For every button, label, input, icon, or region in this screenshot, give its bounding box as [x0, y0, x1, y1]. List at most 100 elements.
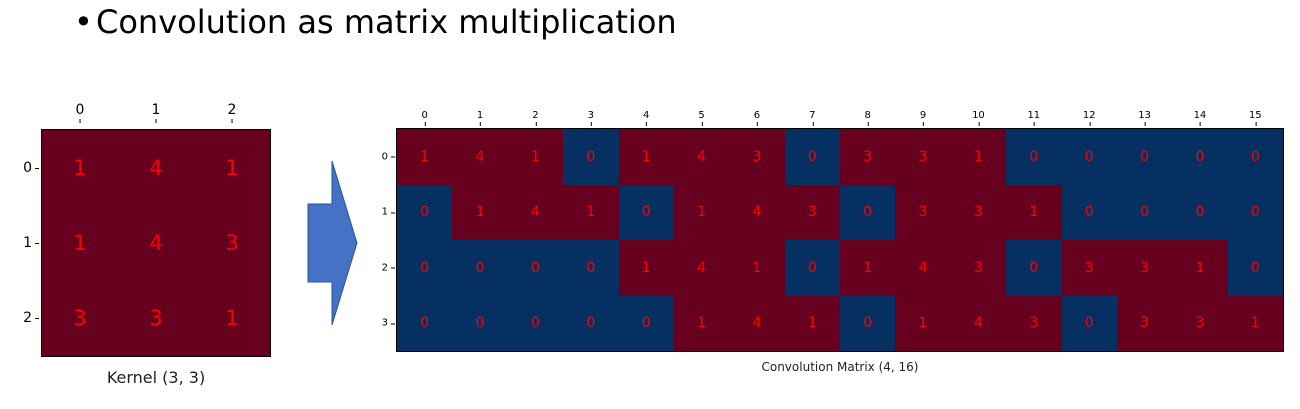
conv-column-label: 13	[1138, 110, 1151, 126]
kernel-column-label: 2	[227, 102, 237, 123]
conv-cell: 4	[950, 295, 1007, 351]
conv-cell: 1	[784, 295, 840, 351]
kernel-row-label: 1	[0, 235, 39, 251]
conv-cell: 4	[729, 184, 785, 240]
kernel-column-label: 1	[151, 102, 161, 123]
conv-cell: 0	[452, 240, 508, 296]
conv-cell: 0	[507, 240, 564, 296]
conv-cell: 3	[729, 129, 785, 185]
conv-cell: 0	[1116, 129, 1173, 185]
conv-column-label: 7	[809, 110, 816, 126]
conv-cell: 0	[840, 295, 896, 351]
conv-cell: 0	[563, 240, 619, 296]
conv-cell: 0	[1116, 184, 1173, 240]
slide-title-text: Convolution as matrix multiplication	[96, 3, 677, 41]
conv-cell: 0	[1061, 184, 1117, 240]
conv-cell: 3	[1006, 295, 1062, 351]
conv-cell: 0	[1227, 240, 1283, 296]
conv-cell: 1	[397, 129, 453, 185]
conv-cell: 3	[1061, 240, 1117, 296]
conv-cell: 3	[784, 184, 840, 240]
conv-cell: 0	[784, 240, 840, 296]
conv-column-label: 5	[698, 110, 705, 126]
conv-cell: 0	[1227, 129, 1283, 185]
conv-cell: 0	[1172, 129, 1228, 185]
conv-cell: 4	[452, 129, 508, 185]
conv-cell: 0	[563, 295, 619, 351]
conv-cell: 1	[563, 184, 619, 240]
conv-row-label: 1	[360, 207, 395, 218]
kernel-cell: 3	[118, 280, 194, 356]
conv-cell: 0	[1227, 184, 1283, 240]
conv-cell: 1	[507, 129, 564, 185]
conv-column-label: 2	[532, 110, 539, 126]
conv-cell: 0	[507, 295, 564, 351]
conv-cell: 0	[452, 295, 508, 351]
conv-cell: 1	[840, 240, 896, 296]
conv-cell: 1	[1227, 295, 1283, 351]
conv-cell: 1	[1006, 184, 1062, 240]
conv-cell: 4	[673, 129, 730, 185]
kernel-row-label: 0	[0, 160, 39, 176]
kernel-cell: 3	[42, 280, 118, 356]
conv-column-label: 14	[1193, 110, 1207, 126]
conv-cell: 3	[1116, 240, 1173, 296]
conv-column-label: 12	[1082, 110, 1096, 126]
kernel-cell: 4	[118, 130, 194, 206]
conv-cell: 0	[397, 240, 453, 296]
conv-cell: 1	[1172, 240, 1228, 296]
conv-column-label: 8	[864, 110, 871, 126]
conv-cell: 1	[618, 240, 674, 296]
conv-cell: 3	[840, 129, 896, 185]
slide-title: •Convolution as matrix multiplication	[74, 0, 677, 44]
conv-cell: 0	[784, 129, 840, 185]
conv-cell: 1	[895, 295, 951, 351]
conv-cell: 1	[452, 184, 508, 240]
conv-column-label: 10	[972, 110, 985, 126]
conv-row-label: 3	[360, 318, 395, 329]
kernel-cell: 1	[194, 130, 270, 206]
conv-cell: 0	[1061, 295, 1117, 351]
conv-cell: 0	[1172, 184, 1228, 240]
conv-cell: 1	[673, 295, 730, 351]
conv-cell: 0	[1006, 129, 1062, 185]
kernel-caption: Kernel (3, 3)	[106, 368, 206, 387]
conv-cell: 4	[895, 240, 951, 296]
conv-column-label: 6	[753, 110, 761, 126]
conv-cell: 0	[618, 184, 674, 240]
conv-column-label: 0	[421, 110, 428, 126]
kernel-cell: 4	[118, 205, 194, 281]
conv-cell: 0	[397, 184, 453, 240]
conv-row-label: 2	[360, 262, 395, 273]
conv-column-label: 11	[1027, 110, 1041, 126]
conv-column-label: 3	[587, 110, 594, 126]
conv-cell: 3	[950, 184, 1007, 240]
conv-cell: 3	[895, 129, 951, 185]
kernel-cell: 1	[42, 205, 118, 281]
kernel-column-label: 0	[75, 102, 85, 123]
conv-caption: Convolution Matrix (4, 16)	[761, 360, 919, 374]
kernel-cell: 1	[42, 130, 118, 206]
conv-column-label: 15	[1248, 110, 1262, 126]
conv-column-label: 9	[919, 110, 927, 126]
conv-row-label: 0	[360, 151, 395, 162]
conv-column-label: 4	[643, 110, 650, 126]
conv-cell: 0	[1061, 129, 1117, 185]
kernel-row-label: 2	[0, 310, 39, 326]
conv-cell: 1	[729, 240, 785, 296]
conv-cell: 1	[673, 184, 730, 240]
conv-cell: 1	[950, 129, 1007, 185]
conv-cell: 0	[397, 295, 453, 351]
conv-column-label: 1	[476, 110, 484, 126]
conv-cell: 0	[1006, 240, 1062, 296]
right-arrow-icon	[307, 160, 358, 326]
conv-cell: 4	[673, 240, 730, 296]
conv-cell: 4	[729, 295, 785, 351]
bullet-point-icon: •	[74, 3, 93, 41]
conv-cell: 3	[1116, 295, 1173, 351]
conv-cell: 1	[618, 129, 674, 185]
kernel-cell: 1	[194, 280, 270, 356]
conv-cell: 3	[895, 184, 951, 240]
